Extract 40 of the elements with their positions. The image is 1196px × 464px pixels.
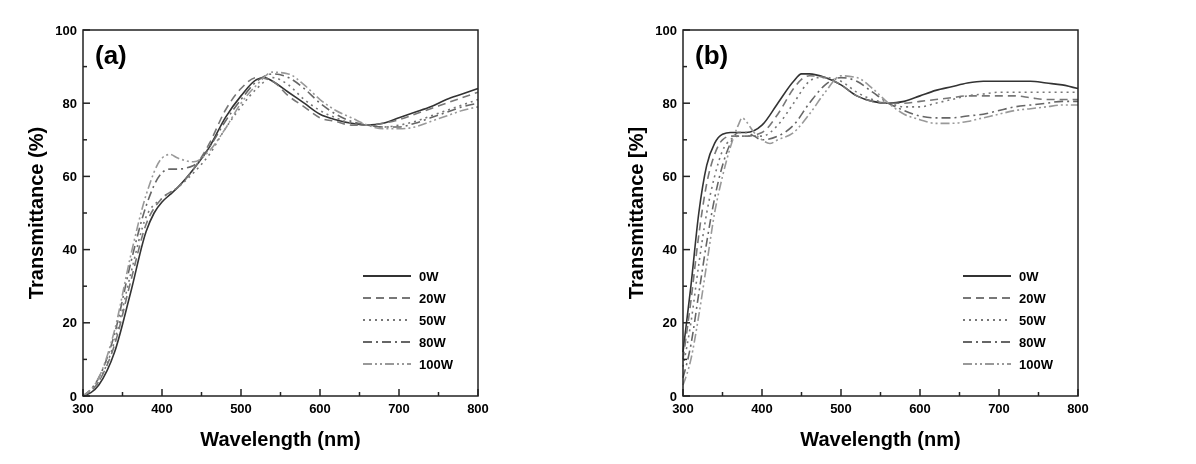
- y-tick-label: 20: [62, 315, 77, 331]
- legend-label: 20W: [419, 291, 447, 306]
- legend-label: 100W: [1019, 357, 1054, 372]
- y-tick-label: 0: [69, 388, 77, 404]
- y-tick-label: 40: [662, 242, 677, 258]
- y-axis-title: Transmittance (%): [25, 126, 47, 300]
- x-tick-label: 400: [751, 401, 773, 416]
- x-tick-label: 300: [672, 401, 694, 416]
- x-tick-label: 500: [230, 401, 252, 416]
- x-tick-label: 700: [388, 401, 410, 416]
- y-tick-label: 0: [669, 388, 677, 404]
- x-tick-label: 500: [830, 401, 852, 416]
- chart-title: (b): [695, 40, 729, 70]
- y-tick-label: 100: [55, 22, 77, 38]
- x-tick-label: 300: [72, 401, 94, 416]
- x-tick-label: 700: [988, 401, 1010, 416]
- legend-label: 0W: [419, 269, 440, 284]
- x-tick-label: 600: [909, 401, 931, 416]
- y-tick-label: 60: [62, 168, 77, 184]
- y-tick-label: 80: [62, 95, 77, 111]
- y-tick-label: 40: [62, 242, 77, 258]
- y-axis-title: Transmittance [%]: [625, 126, 647, 300]
- y-tick-label: 100: [655, 22, 677, 38]
- y-tick-label: 20: [662, 315, 677, 331]
- chart-title: (a): [95, 40, 127, 70]
- x-tick-label: 400: [151, 401, 173, 416]
- y-tick-label: 80: [662, 95, 677, 111]
- legend-label: 80W: [419, 335, 447, 350]
- y-tick-label: 60: [662, 168, 677, 184]
- legend-label: 20W: [1019, 291, 1047, 306]
- x-tick-label: 600: [309, 401, 331, 416]
- legend-label: 50W: [1019, 313, 1047, 328]
- legend-label: 100W: [419, 357, 454, 372]
- legend-label: 50W: [419, 313, 447, 328]
- x-tick-label: 800: [467, 401, 489, 416]
- legend-label: 80W: [1019, 335, 1047, 350]
- x-axis-title: Wavelength (nm): [200, 428, 361, 450]
- x-tick-label: 800: [1067, 401, 1089, 416]
- x-axis-title: Wavelength (nm): [800, 428, 961, 450]
- legend-label: 0W: [1019, 269, 1040, 284]
